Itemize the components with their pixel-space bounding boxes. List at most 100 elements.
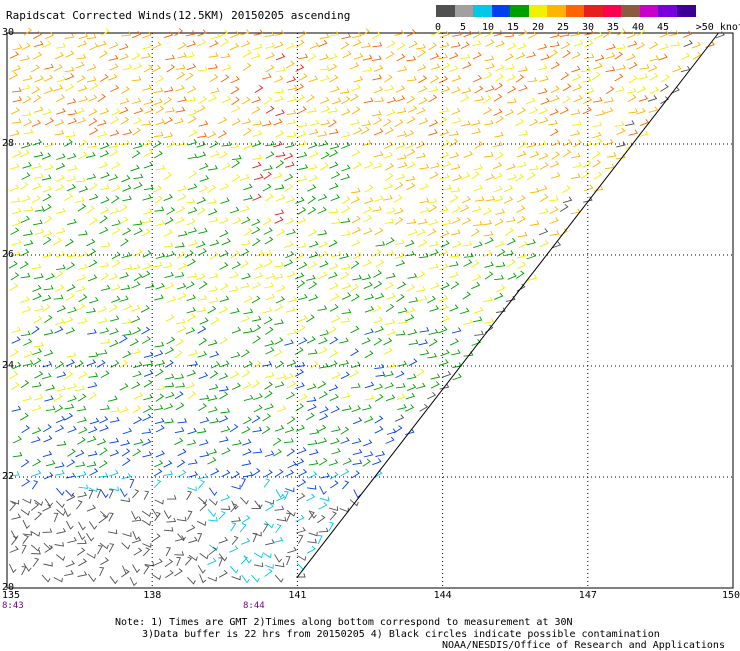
- wind-barb: [419, 403, 429, 412]
- wind-barb: [284, 438, 294, 444]
- wind-barb: [286, 109, 297, 116]
- wind-barb: [241, 118, 252, 125]
- wind-barb: [132, 220, 143, 226]
- wind-barb: [507, 42, 517, 51]
- wind-barb: [230, 86, 240, 95]
- wind-barb: [44, 141, 55, 148]
- wind-barb: [361, 337, 371, 345]
- wind-barb: [98, 472, 108, 478]
- wind-barb: [163, 116, 173, 125]
- wind-barb: [295, 458, 305, 466]
- wind-barb: [42, 230, 52, 238]
- wind-barb: [77, 40, 87, 48]
- wind-barb: [340, 131, 351, 138]
- wind-barb: [33, 106, 44, 113]
- wind-barb: [385, 162, 394, 171]
- wind-barb: [11, 513, 22, 520]
- wind-barb: [108, 174, 119, 181]
- wind-barb: [187, 459, 198, 465]
- wind-barb: [8, 260, 18, 269]
- wind-barb: [515, 118, 525, 127]
- wind-barb: [188, 170, 197, 179]
- wind-barb: [9, 282, 19, 291]
- wind-barb: [9, 471, 20, 477]
- legend-label: 10: [481, 22, 495, 33]
- wind-barb: [31, 263, 42, 270]
- wind-barb: [318, 391, 328, 399]
- wind-barb: [174, 28, 183, 36]
- wind-barb: [188, 349, 198, 357]
- wind-barb: [20, 215, 30, 224]
- wind-barb: [320, 96, 330, 104]
- wind-barb: [385, 318, 396, 325]
- wind-barb: [285, 42, 295, 50]
- wind-barb: [132, 564, 140, 574]
- wind-barb: [219, 262, 229, 270]
- wind-barb: [351, 405, 361, 413]
- wind-barb: [22, 531, 33, 536]
- wind-barb: [220, 197, 230, 204]
- wind-barb: [63, 316, 74, 324]
- wind-barb: [175, 106, 186, 113]
- legend-color-swatch: [491, 5, 511, 17]
- wind-barb: [163, 172, 172, 181]
- wind-barb: [309, 449, 319, 456]
- wind-barb: [283, 152, 294, 160]
- wind-barb: [131, 381, 141, 390]
- wind-barb: [153, 87, 164, 94]
- wind-barb: [229, 42, 239, 51]
- wind-barb: [504, 53, 514, 62]
- wind-barb: [397, 281, 407, 289]
- wind-barb: [340, 371, 350, 380]
- wind-barb: [559, 203, 569, 212]
- wind-barb: [43, 329, 54, 336]
- wind-barb: [361, 274, 372, 281]
- wind-barb: [20, 380, 30, 389]
- wind-barb: [231, 516, 241, 523]
- wind-barb: [463, 318, 473, 325]
- wind-barb: [397, 307, 408, 314]
- wind-barb: [42, 185, 52, 193]
- wind-barb: [111, 227, 121, 235]
- wind-barb: [32, 182, 42, 191]
- wind-barb: [76, 500, 83, 510]
- wind-barb: [108, 142, 119, 148]
- wind-barb: [386, 207, 396, 215]
- wind-barb: [22, 162, 32, 169]
- wind-barb: [219, 29, 229, 38]
- wind-barb: [364, 328, 374, 335]
- wind-barb: [99, 215, 108, 224]
- wind-barb: [198, 184, 208, 193]
- wind-barb: [463, 259, 473, 267]
- wind-barb: [362, 206, 373, 214]
- wind-barb: [471, 119, 481, 126]
- wind-barb: [208, 487, 218, 496]
- note-line-2: 3)Data buffer is 22 hrs from 20150205 4)…: [142, 629, 660, 640]
- lat-tick-label: 24: [2, 360, 15, 371]
- wind-barb: [526, 51, 536, 59]
- wind-barb: [317, 193, 328, 201]
- wind-barb: [592, 71, 601, 81]
- wind-barb: [186, 63, 197, 71]
- wind-barb: [165, 54, 175, 61]
- wind-barb: [405, 306, 416, 314]
- wind-barb: [473, 164, 483, 171]
- wind-barb: [384, 172, 394, 182]
- wind-barb: [86, 173, 97, 180]
- wind-barb: [120, 439, 131, 447]
- wind-barb: [342, 480, 350, 490]
- wind-barb: [174, 271, 185, 278]
- wind-barb: [9, 349, 19, 358]
- wind-barb: [229, 565, 239, 574]
- wind-barb: [77, 317, 88, 325]
- wind-barb: [349, 499, 359, 507]
- wind-barb: [64, 73, 75, 81]
- wind-barb: [32, 458, 42, 467]
- wind-barb: [207, 448, 218, 455]
- wind-barb: [218, 116, 228, 125]
- wind-barb: [210, 468, 220, 476]
- wind-barb: [206, 198, 217, 205]
- wind-barb: [43, 285, 54, 291]
- wind-barb: [351, 84, 361, 92]
- wind-barb: [251, 226, 261, 235]
